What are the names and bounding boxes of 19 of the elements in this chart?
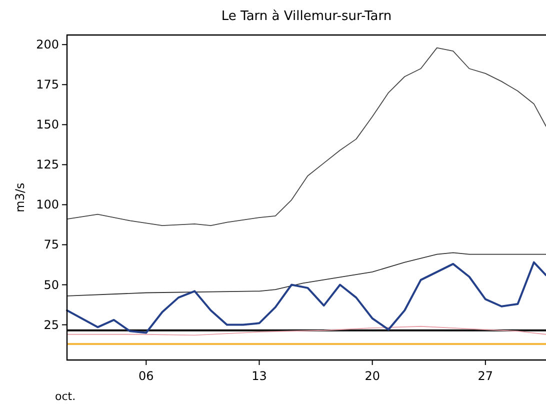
line-series [66,47,546,226]
x-tick-label: 13 [252,369,267,383]
x-tick-label: 27 [478,369,494,383]
y-axis-title: m3/s [13,182,27,212]
y-tick-label: 175 [36,78,59,92]
y-tick-label: 100 [36,198,59,212]
y-tick-label: 50 [44,278,59,292]
line-series [66,261,546,334]
chart-title: Le Tarn à Villemur-sur-Tarn [221,9,392,24]
y-tick-label: 125 [36,158,59,172]
line-series [66,326,546,336]
y-tick-label: 150 [36,118,59,132]
line-series [66,252,546,296]
x-axis-title: oct. [55,390,76,403]
y-tick-label: 200 [36,38,59,52]
x-tick-label: 20 [364,369,380,383]
y-tick-label: 75 [44,238,59,252]
y-tick-label: 25 [44,318,59,332]
x-tick-label: 06 [138,369,154,383]
